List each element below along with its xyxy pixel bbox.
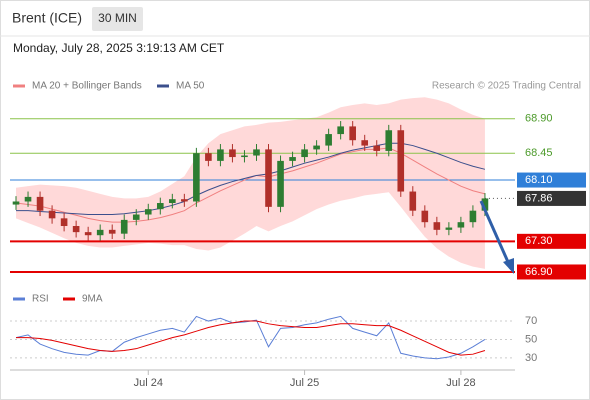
candle-body xyxy=(397,130,405,192)
candle-body xyxy=(36,196,44,211)
level-label: 68.45 xyxy=(525,147,553,159)
candle-body xyxy=(229,149,236,158)
ma20-line xyxy=(15,147,486,223)
candle-body xyxy=(409,191,417,211)
candle-body xyxy=(84,232,92,236)
candle-body xyxy=(12,201,20,205)
candle-body xyxy=(325,134,332,146)
x-tick-label: Jul 25 xyxy=(290,377,319,389)
ma50-line xyxy=(16,142,486,216)
legend-label: 9MA xyxy=(82,294,103,305)
candle-body xyxy=(289,157,296,161)
interval-button[interactable] xyxy=(92,7,143,31)
candle-body xyxy=(457,222,465,228)
candle-body xyxy=(48,210,56,219)
candle-body xyxy=(301,149,308,158)
candle-body xyxy=(205,153,212,161)
candle-body xyxy=(481,198,489,211)
y-tick-label: 50 xyxy=(525,333,537,345)
candle-body xyxy=(421,210,429,223)
candle-body xyxy=(469,210,477,223)
candle-body xyxy=(445,227,453,230)
interval[interactable]: 30 MIN xyxy=(98,11,137,25)
y-tick-label: 30 xyxy=(525,352,537,364)
credit: Research © 2025 Trading Central xyxy=(432,81,581,92)
forecast-arrow xyxy=(479,200,510,263)
legend-label: MA 20 + Bollinger Bands xyxy=(32,81,142,92)
candle-body xyxy=(361,140,369,146)
candle-body xyxy=(277,160,284,207)
level-badge xyxy=(517,190,586,206)
rsi-line xyxy=(16,320,486,356)
level-badge xyxy=(517,233,586,249)
y-tick-label: 70 xyxy=(525,315,537,327)
symbol: Brent (ICE) xyxy=(12,10,82,26)
candle-body xyxy=(144,209,152,215)
level-label: 66.90 xyxy=(525,266,553,278)
candle-body xyxy=(181,199,188,202)
candle-body xyxy=(253,149,260,156)
candle-body xyxy=(108,229,116,234)
candle-body xyxy=(72,226,80,233)
candle-body xyxy=(349,126,356,141)
level-badge xyxy=(517,172,586,188)
legend-label: RSI xyxy=(32,294,49,305)
x-tick-label: Jul 24 xyxy=(134,377,163,389)
level-label: 68.10 xyxy=(525,174,553,186)
timestamp: Monday, July 28, 2025 3:19:13 AM CET xyxy=(13,41,225,55)
candle-body xyxy=(24,196,32,202)
level-badge xyxy=(517,264,586,280)
candle-body xyxy=(241,155,248,158)
level-label: 67.86 xyxy=(525,192,553,204)
candle-body xyxy=(337,126,344,135)
candle-body xyxy=(132,214,140,220)
candle-body xyxy=(217,149,224,161)
candle-body xyxy=(60,218,68,227)
x-tick-label: Jul 28 xyxy=(446,377,475,389)
candle-body xyxy=(169,199,176,204)
candle-body xyxy=(385,130,393,151)
level-label: 67.30 xyxy=(525,235,553,247)
candle-body xyxy=(265,149,272,207)
candle-body xyxy=(313,145,320,150)
candle-body xyxy=(193,153,200,202)
candle-body xyxy=(120,219,128,234)
legend-label: MA 50 xyxy=(176,81,205,92)
candle-body xyxy=(373,145,381,151)
arrow-head xyxy=(503,258,514,274)
candle-body xyxy=(156,203,164,210)
level-label: 68.90 xyxy=(525,113,553,125)
candle-body xyxy=(433,222,441,230)
candle-body xyxy=(96,229,104,236)
